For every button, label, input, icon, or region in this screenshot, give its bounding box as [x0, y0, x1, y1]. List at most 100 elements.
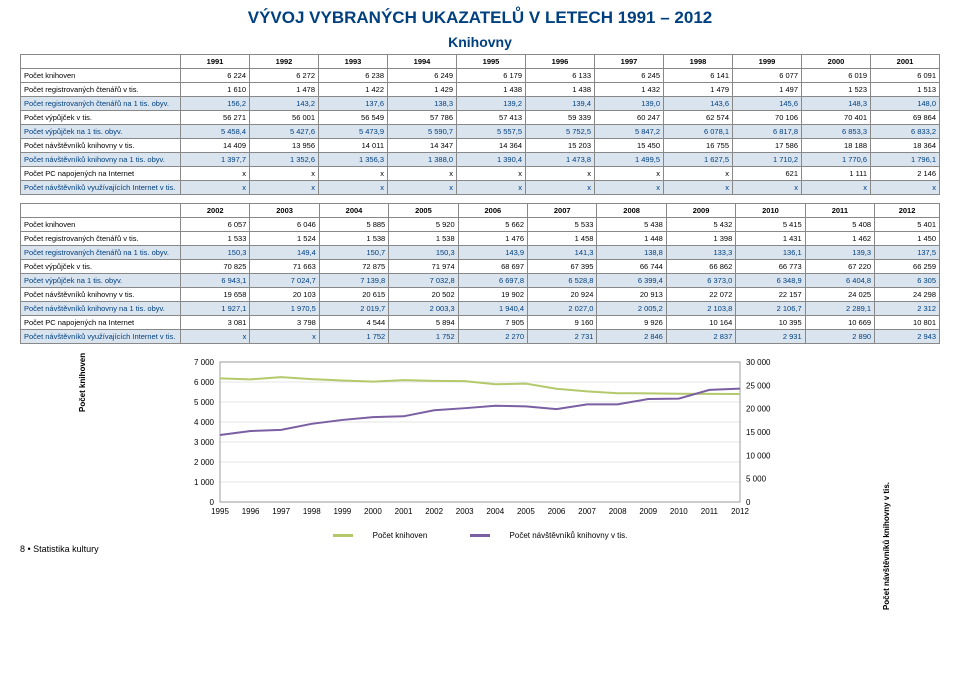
cell-value: x [871, 181, 940, 195]
cell-value: 150,7 [319, 246, 388, 260]
cell-value: 6 373,0 [666, 274, 735, 288]
svg-text:2007: 2007 [578, 507, 596, 516]
cell-value: 10 801 [875, 316, 940, 330]
cell-value: x [250, 167, 319, 181]
svg-text:4 000: 4 000 [194, 418, 215, 427]
cell-value: 3 798 [250, 316, 319, 330]
cell-value: 18 364 [871, 139, 940, 153]
table-row: Počet výpůjček v tis.70 82571 66372 8757… [21, 260, 940, 274]
cell-value: x [733, 181, 802, 195]
svg-text:2008: 2008 [609, 507, 627, 516]
table-row: Počet knihoven6 0576 0465 8855 9205 6625… [21, 218, 940, 232]
cell-value: 1 497 [733, 83, 802, 97]
cell-value: 6 238 [319, 69, 388, 83]
cell-value: 148,0 [871, 97, 940, 111]
svg-text:1995: 1995 [211, 507, 229, 516]
svg-text:2003: 2003 [456, 507, 474, 516]
svg-text:2 000: 2 000 [194, 458, 215, 467]
cell-value: 143,9 [458, 246, 527, 260]
cell-value: 1 523 [802, 83, 871, 97]
cell-value: 2 003,3 [389, 302, 458, 316]
year-header: 2010 [736, 204, 805, 218]
year-header: 2008 [597, 204, 666, 218]
table-row: Počet výpůjček na 1 tis. obyv.6 943,17 0… [21, 274, 940, 288]
svg-text:1997: 1997 [272, 507, 290, 516]
row-label: Počet registrovaných čtenářů v tis. [21, 83, 181, 97]
table-row: Počet registrovaných čtenářů v tis.1 533… [21, 232, 940, 246]
cell-value: 66 744 [597, 260, 666, 274]
chart-legend: Počet knihoven Počet návštěvníků knihovn… [20, 531, 940, 540]
year-header: 1996 [526, 55, 595, 69]
cell-value: 145,6 [733, 97, 802, 111]
cell-value: 5 458,4 [181, 125, 250, 139]
cell-value: 137,6 [319, 97, 388, 111]
svg-text:2006: 2006 [548, 507, 566, 516]
cell-value: 2 943 [875, 330, 940, 344]
cell-value: 1 627,5 [664, 153, 733, 167]
cell-value: 60 247 [595, 111, 664, 125]
cell-value: 6 833,2 [871, 125, 940, 139]
page-title: VÝVOJ VYBRANÝCH UKAZATELŮ V LETECH 1991 … [20, 8, 940, 28]
table-row: Počet návštěvníků využívajících Internet… [21, 181, 940, 195]
svg-text:2009: 2009 [639, 507, 657, 516]
cell-value: 1 610 [181, 83, 250, 97]
cell-value: 5 408 [805, 218, 874, 232]
cell-value: 5 847,2 [595, 125, 664, 139]
cell-value: 6 091 [871, 69, 940, 83]
year-header: 2001 [871, 55, 940, 69]
cell-value: 5 401 [875, 218, 940, 232]
svg-text:3 000: 3 000 [194, 438, 215, 447]
table-row: Počet registrovaných čtenářů na 1 tis. o… [21, 246, 940, 260]
cell-value: 2 312 [875, 302, 940, 316]
svg-text:2001: 2001 [395, 507, 413, 516]
svg-text:1998: 1998 [303, 507, 321, 516]
row-label: Počet návštěvníků využívajících Internet… [21, 330, 181, 344]
cell-value: 2 027,0 [528, 302, 597, 316]
cell-value: 6 179 [457, 69, 526, 83]
cell-value: 6 943,1 [181, 274, 250, 288]
cell-value: 1 356,3 [319, 153, 388, 167]
cell-value: 20 924 [528, 288, 597, 302]
table-row: Počet PC napojených na Internetxxxxxxxx6… [21, 167, 940, 181]
cell-value: 1 390,4 [457, 153, 526, 167]
cell-value: 1 710,2 [733, 153, 802, 167]
cell-value: 24 298 [875, 288, 940, 302]
table-row: Počet výpůjček na 1 tis. obyv.5 458,45 4… [21, 125, 940, 139]
cell-value: x [802, 181, 871, 195]
cell-value: 13 956 [250, 139, 319, 153]
page-subtitle: Knihovny [20, 34, 940, 50]
cell-value: 136,1 [736, 246, 805, 260]
year-header: 2006 [458, 204, 527, 218]
cell-value: x [664, 181, 733, 195]
cell-value: 14 011 [319, 139, 388, 153]
cell-value: 1 111 [802, 167, 871, 181]
row-label: Počet návštěvníků knihovny na 1 tis. oby… [21, 153, 181, 167]
cell-value: 5 590,7 [388, 125, 457, 139]
cell-value: 66 259 [875, 260, 940, 274]
cell-value: 59 339 [526, 111, 595, 125]
cell-value: 2 103,8 [666, 302, 735, 316]
cell-value: 1 398 [666, 232, 735, 246]
cell-value: 143,2 [250, 97, 319, 111]
table-row: Počet knihoven6 2246 2726 2386 2496 1796… [21, 69, 940, 83]
cell-value: 6 305 [875, 274, 940, 288]
cell-value: 1 476 [458, 232, 527, 246]
cell-value: 5 533 [528, 218, 597, 232]
cell-value: 70 401 [802, 111, 871, 125]
cell-value: 22 157 [736, 288, 805, 302]
year-header: 2007 [528, 204, 597, 218]
cell-value: 5 432 [666, 218, 735, 232]
cell-value: 68 697 [458, 260, 527, 274]
row-label: Počet registrovaných čtenářů na 1 tis. o… [21, 246, 181, 260]
svg-text:0: 0 [210, 498, 215, 507]
cell-value: 5 920 [389, 218, 458, 232]
chart-container: Počet knihoven 01 0002 0003 0004 0005 00… [20, 352, 940, 540]
svg-text:1996: 1996 [242, 507, 260, 516]
cell-value: 20 913 [597, 288, 666, 302]
cell-value: 2 005,2 [597, 302, 666, 316]
cell-value: 149,4 [250, 246, 319, 260]
cell-value: 10 164 [666, 316, 735, 330]
cell-value: 1 352,6 [250, 153, 319, 167]
cell-value: 1 438 [526, 83, 595, 97]
cell-value: 70 825 [181, 260, 250, 274]
